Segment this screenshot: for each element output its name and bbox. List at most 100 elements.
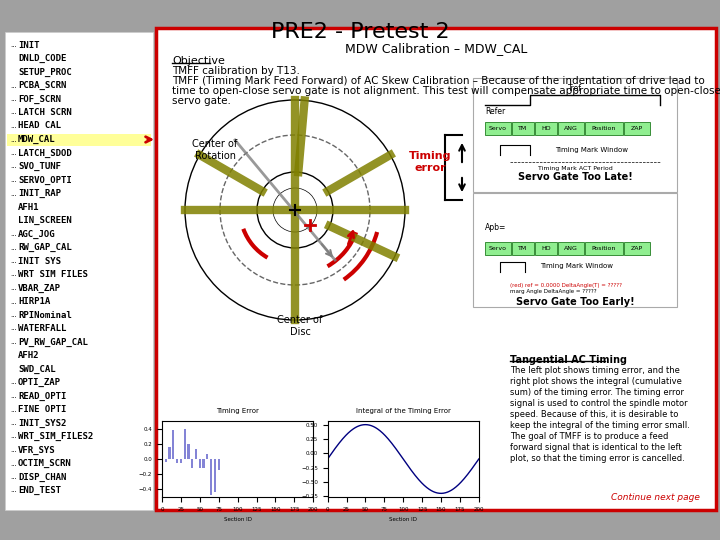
X-axis label: Section ID: Section ID bbox=[390, 517, 417, 522]
FancyBboxPatch shape bbox=[5, 32, 153, 510]
Bar bbox=[195, 449, 197, 459]
X-axis label: Section ID: Section ID bbox=[224, 517, 251, 522]
Text: ...: ... bbox=[10, 461, 17, 467]
Text: ...: ... bbox=[10, 191, 17, 197]
Text: forward signal that is identical to the left: forward signal that is identical to the … bbox=[510, 443, 682, 452]
FancyBboxPatch shape bbox=[624, 242, 650, 255]
Text: The goal of TMFF is to produce a feed: The goal of TMFF is to produce a feed bbox=[510, 432, 668, 441]
FancyBboxPatch shape bbox=[473, 193, 677, 307]
Text: SVO_TUNF: SVO_TUNF bbox=[18, 162, 61, 171]
Text: ...: ... bbox=[10, 164, 17, 170]
FancyBboxPatch shape bbox=[7, 133, 151, 145]
Text: The left plot shows timing error, and the: The left plot shows timing error, and th… bbox=[510, 366, 680, 375]
Text: ...: ... bbox=[10, 137, 17, 143]
Text: time to open-close servo gate is not alignment. This test will compensate approp: time to open-close servo gate is not ali… bbox=[172, 86, 720, 96]
Text: speed. Because of this, it is desirable to: speed. Because of this, it is desirable … bbox=[510, 410, 678, 419]
FancyBboxPatch shape bbox=[558, 122, 584, 135]
Bar bbox=[214, 459, 216, 491]
Text: VBAR_ZAP: VBAR_ZAP bbox=[18, 284, 61, 293]
Text: ...: ... bbox=[10, 258, 17, 264]
Text: HEAD CAL: HEAD CAL bbox=[18, 122, 61, 131]
Text: RW_GAP_CAL: RW_GAP_CAL bbox=[18, 243, 72, 252]
FancyBboxPatch shape bbox=[156, 28, 716, 510]
Text: ...: ... bbox=[10, 339, 17, 345]
Text: ...: ... bbox=[10, 407, 17, 413]
Text: INIT: INIT bbox=[18, 40, 40, 50]
Text: FINE OPTI: FINE OPTI bbox=[18, 405, 66, 414]
Text: END_TEST: END_TEST bbox=[18, 486, 61, 495]
Bar bbox=[217, 459, 220, 470]
Text: PCBA_SCRN: PCBA_SCRN bbox=[18, 81, 66, 90]
Text: ...: ... bbox=[10, 123, 17, 129]
Text: ...: ... bbox=[10, 150, 17, 156]
Text: LATCH_SDOD: LATCH_SDOD bbox=[18, 148, 72, 158]
Bar bbox=[184, 429, 186, 459]
Text: plot, so that the timing error is cancelled.: plot, so that the timing error is cancel… bbox=[510, 454, 685, 463]
Text: Center of
Rotation: Center of Rotation bbox=[192, 139, 238, 161]
Text: LATCH SCRN: LATCH SCRN bbox=[18, 108, 72, 117]
Text: SERVO_OPTI: SERVO_OPTI bbox=[18, 176, 72, 185]
Text: Servo Gate Too Late!: Servo Gate Too Late! bbox=[518, 172, 632, 182]
Bar bbox=[199, 459, 201, 468]
FancyBboxPatch shape bbox=[512, 242, 534, 255]
FancyBboxPatch shape bbox=[512, 122, 534, 135]
Text: SETUP_PROC: SETUP_PROC bbox=[18, 68, 72, 77]
Text: MDW Calibration – MDW_CAL: MDW Calibration – MDW_CAL bbox=[345, 42, 527, 55]
Text: DNLD_CODE: DNLD_CODE bbox=[18, 54, 66, 63]
FancyBboxPatch shape bbox=[585, 242, 623, 255]
Text: ANG: ANG bbox=[564, 126, 578, 131]
FancyBboxPatch shape bbox=[558, 242, 584, 255]
Text: Tref: Tref bbox=[568, 84, 582, 93]
Bar bbox=[202, 459, 204, 468]
Text: ...: ... bbox=[10, 285, 17, 291]
Bar bbox=[191, 459, 194, 468]
Text: ...: ... bbox=[10, 110, 17, 116]
Title: Timing Error: Timing Error bbox=[216, 408, 259, 414]
Text: ...: ... bbox=[10, 177, 17, 183]
Bar bbox=[206, 455, 209, 459]
Text: ...: ... bbox=[10, 420, 17, 426]
Text: ...: ... bbox=[10, 42, 17, 48]
Text: Timing Mark ACT Period: Timing Mark ACT Period bbox=[538, 166, 613, 171]
Text: TMFF (Timing Mark Feed Forward) of AC Skew Calibration – Because of the indentat: TMFF (Timing Mark Feed Forward) of AC Sk… bbox=[172, 76, 705, 86]
Bar bbox=[172, 430, 174, 459]
Bar bbox=[161, 450, 163, 459]
Text: Tangential AC Timing: Tangential AC Timing bbox=[510, 355, 627, 365]
FancyBboxPatch shape bbox=[535, 242, 557, 255]
Text: ...: ... bbox=[10, 231, 17, 237]
Text: Position: Position bbox=[592, 126, 616, 131]
FancyBboxPatch shape bbox=[473, 78, 677, 192]
Text: signal is used to control the spindle motor: signal is used to control the spindle mo… bbox=[510, 399, 688, 408]
Text: ...: ... bbox=[10, 434, 17, 440]
Text: ZAP: ZAP bbox=[631, 126, 643, 131]
Text: PRE2 - Pretest 2: PRE2 - Pretest 2 bbox=[271, 22, 449, 42]
Text: Servo: Servo bbox=[489, 246, 507, 251]
Text: PV_RW_GAP_CAL: PV_RW_GAP_CAL bbox=[18, 338, 88, 347]
Text: LIN_SCREEN: LIN_SCREEN bbox=[18, 216, 72, 225]
Text: Objective: Objective bbox=[172, 56, 225, 66]
Text: Center of
Disc: Center of Disc bbox=[277, 315, 323, 336]
Bar bbox=[168, 447, 171, 459]
Text: ...: ... bbox=[10, 326, 17, 332]
Text: Apb=: Apb= bbox=[485, 224, 506, 233]
Bar bbox=[187, 444, 189, 459]
Text: TM: TM bbox=[518, 126, 528, 131]
Bar bbox=[165, 459, 167, 462]
FancyBboxPatch shape bbox=[485, 122, 511, 135]
Bar bbox=[180, 459, 182, 463]
Bar bbox=[176, 459, 179, 463]
FancyBboxPatch shape bbox=[585, 122, 623, 135]
Text: AFH1: AFH1 bbox=[18, 202, 40, 212]
Text: TM: TM bbox=[518, 246, 528, 251]
Text: keep the integral of the timing error small.: keep the integral of the timing error sm… bbox=[510, 421, 690, 430]
Text: AFH2: AFH2 bbox=[18, 351, 40, 360]
Text: ZAP: ZAP bbox=[631, 246, 643, 251]
Text: INIT_RAP: INIT_RAP bbox=[18, 189, 61, 198]
Text: AGC_JOG: AGC_JOG bbox=[18, 230, 55, 239]
Text: WRT SIM FILES: WRT SIM FILES bbox=[18, 270, 88, 279]
Text: ...: ... bbox=[10, 83, 17, 89]
Text: TMFF calibration by T13.: TMFF calibration by T13. bbox=[172, 66, 300, 76]
Text: INIT SYS: INIT SYS bbox=[18, 256, 61, 266]
Text: ANG: ANG bbox=[564, 246, 578, 251]
Text: MDW_CAL: MDW_CAL bbox=[18, 135, 55, 144]
